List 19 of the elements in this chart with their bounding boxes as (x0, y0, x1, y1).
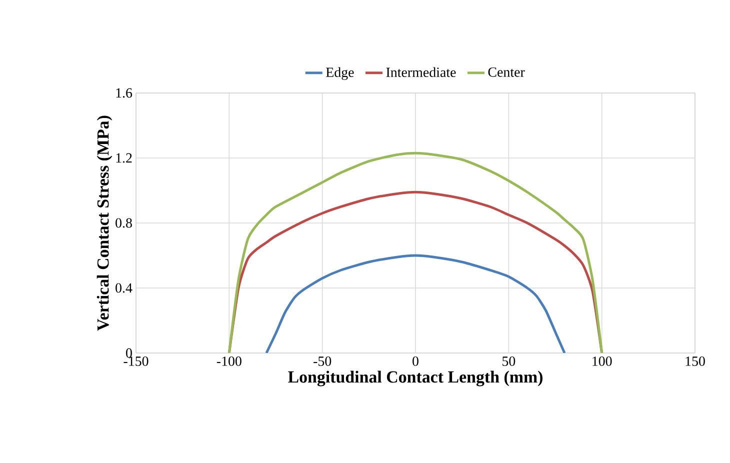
y-tick-label: 0.4 (116, 283, 132, 293)
line-series (265, 254, 566, 353)
legend-label: Center (488, 67, 525, 77)
legend-label: Edge (326, 67, 354, 80)
x-tick-label: -150 (124, 356, 148, 366)
line-series (228, 152, 604, 353)
legend-label: Intermediate (386, 67, 456, 78)
x-tick-label: 150 (686, 356, 705, 366)
x-tick-label: -100 (216, 356, 242, 366)
x-tick-label: 50 (502, 356, 516, 366)
x-tick-label: -50 (314, 356, 332, 366)
x-tick-label: 0 (412, 356, 418, 366)
x-tick-label: 100 (592, 356, 612, 366)
y-tick-label: 0.8 (116, 218, 132, 228)
y-tick-label: 1.2 (116, 153, 132, 163)
y-axis-title: Vertical Contact Stress (MPa) (96, 116, 112, 331)
x-axis-title: Longitudinal Contact Length (mm) (288, 370, 542, 386)
y-tick-label: 1.6 (116, 88, 132, 98)
y-tick-label: 0 (126, 348, 132, 358)
